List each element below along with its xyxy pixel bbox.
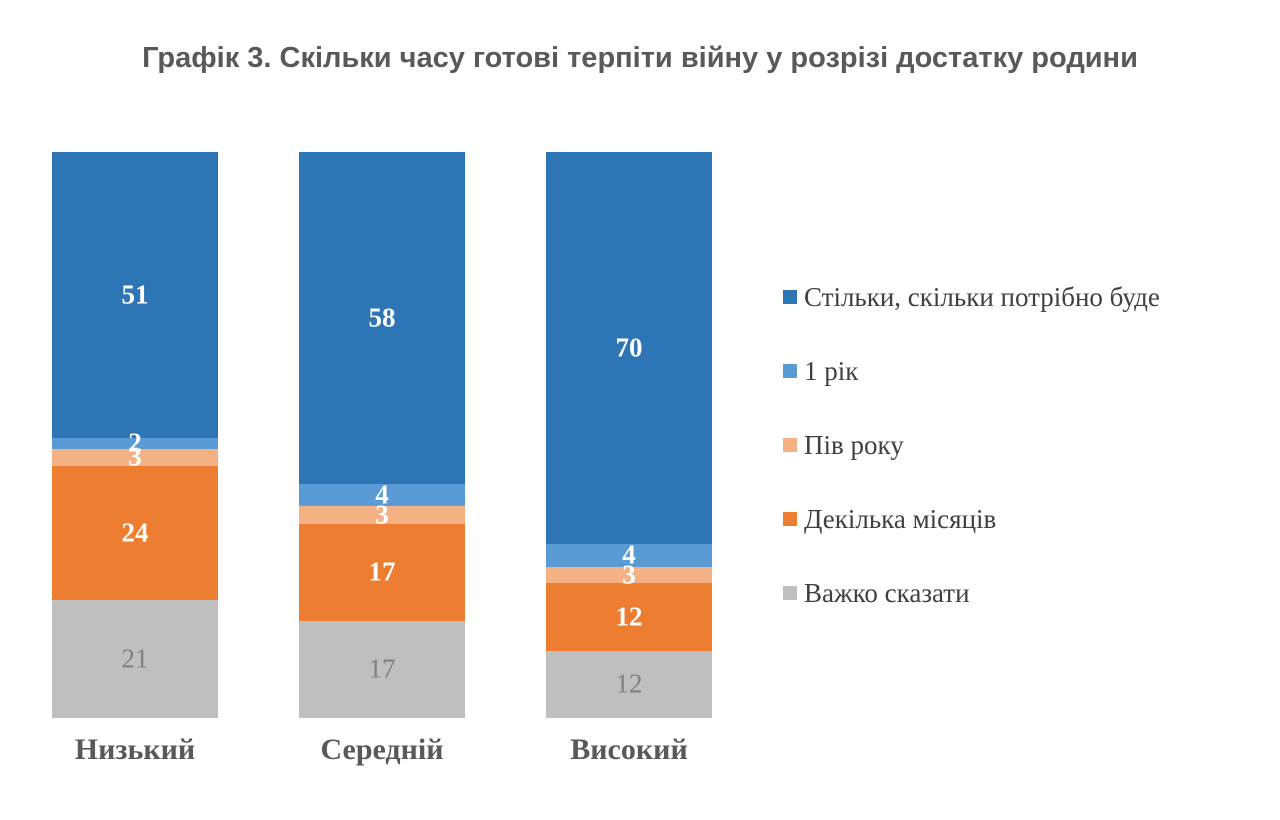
stacked-bar-2: 58 4 3 17 17 [299, 152, 465, 718]
segment-value-label: 58 [368, 302, 396, 333]
segment-value-label: 24 [121, 517, 149, 548]
category-label-1: Низький [74, 733, 196, 766]
bar-segment-1: 51 [52, 152, 218, 438]
bar-segment-2: 4 [546, 539, 712, 570]
legend-item-4: Декілька місяців [783, 505, 1160, 533]
bar-segment-1: 58 [299, 152, 465, 484]
segment-value-label: 17 [368, 653, 396, 684]
legend-item-label: Важко сказати [804, 578, 970, 608]
bar-segment-4: 12 [546, 583, 712, 651]
legend-swatch-icon [783, 438, 797, 452]
plot-area: 51 2 3 24 21 Низький 58 4 3 17 17 Середній 70 4 3 12 12 В… [52, 152, 712, 766]
bar-segment-2: 4 [299, 479, 465, 510]
bar-segment-3: 3 [52, 443, 218, 470]
legend-swatch-icon [783, 512, 797, 526]
legend-item-label: 1 рік [804, 356, 859, 386]
legend-swatch-icon [783, 586, 797, 600]
legend-item-5: Важко сказати [783, 579, 1160, 607]
bar-segment-5: 17 [299, 620, 465, 718]
legend-item-3: Пів року [783, 431, 1160, 459]
category-label-2: Середній [320, 733, 444, 766]
chart-title: Графік 3. Скільки часу готові терпіти ві… [142, 42, 1138, 74]
category-label-3: Високий [570, 733, 688, 766]
bar-segment-2: 2 [52, 429, 218, 456]
legend-swatch-icon [783, 364, 797, 378]
legend-item-label: Пів року [804, 430, 904, 460]
bar-segment-4: 17 [299, 523, 465, 621]
segment-value-label: 70 [615, 332, 643, 363]
bar-segment-3: 3 [299, 501, 465, 528]
segment-value-label: 4 [375, 479, 389, 510]
legend-item-2: 1 рік [783, 357, 1160, 385]
bar-segment-5: 21 [52, 600, 218, 718]
bar-segment-4: 24 [52, 465, 218, 601]
stacked-bar-1: 51 2 3 24 21 [52, 152, 218, 718]
legend-item-label: Декілька місяців [804, 504, 997, 534]
bar-segment-1: 70 [546, 152, 712, 545]
segment-value-label: 12 [615, 668, 643, 699]
legend: Стільки, скільки потрібно буде 1 рік Пів р… [783, 283, 1160, 607]
segment-value-label: 51 [121, 279, 149, 310]
stacked-bar-3: 70 4 3 12 12 [546, 152, 712, 718]
bar-segment-5: 12 [546, 650, 712, 718]
legend-item-1: Стільки, скільки потрібно буде [783, 283, 1160, 311]
legend-item-label: Стільки, скільки потрібно буде [804, 282, 1160, 312]
segment-value-label: 17 [368, 556, 396, 587]
legend-swatch-icon [783, 290, 797, 304]
bar-segment-3: 3 [546, 561, 712, 588]
segment-value-label: 12 [615, 601, 643, 632]
segment-value-label: 21 [121, 643, 149, 674]
segment-value-label: 4 [622, 539, 636, 570]
